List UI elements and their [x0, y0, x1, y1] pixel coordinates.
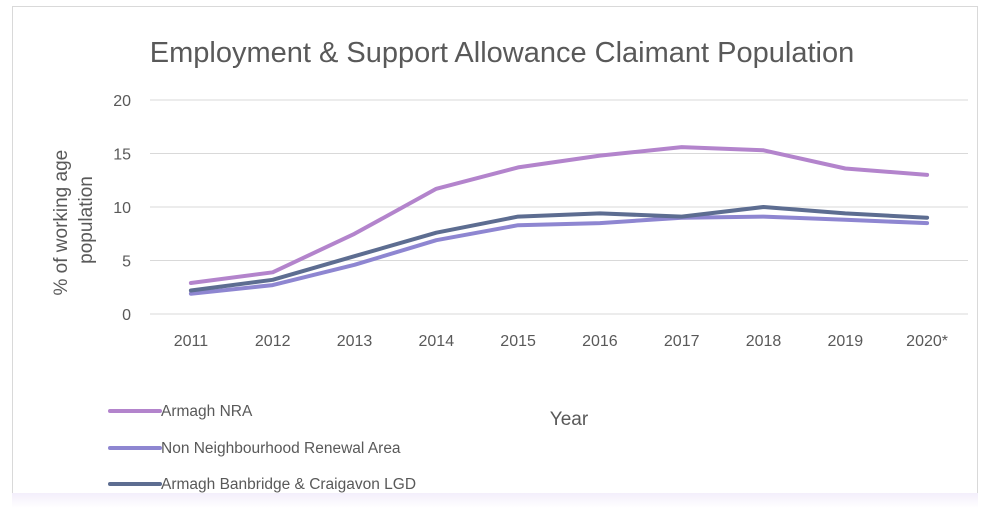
x-axis-title: Year [550, 409, 589, 430]
series-line-2 [188, 214, 930, 296]
series-line-1 [188, 145, 930, 285]
series-line-3 [188, 205, 930, 293]
x-tick-label: 2020* [906, 333, 948, 350]
y-tick-label: 0 [122, 307, 131, 324]
series-lines [188, 145, 930, 296]
x-tick-label: 2017 [664, 333, 700, 350]
gridlines [150, 99, 968, 315]
y-axis-title: % of working age population [51, 144, 97, 295]
x-tick-label: 2019 [828, 333, 864, 350]
y-tick-label: 15 [113, 147, 131, 164]
legend-label: Armagh Banbridge & Craigavon LGD [161, 476, 416, 493]
y-axis-title-line-2: population [76, 176, 97, 264]
legend-item-3: Armagh Banbridge & Craigavon LGD [108, 476, 416, 493]
legend: Armagh NRA Non Neighbourhood Renewal Area… [108, 403, 416, 493]
y-tick-label: 20 [113, 93, 131, 110]
legend-item-2: Non Neighbourhood Renewal Area [108, 440, 401, 457]
legend-label: Armagh NRA [161, 403, 253, 420]
x-tick-label: 2013 [337, 333, 373, 350]
y-axis-ticks: 0 5 10 15 20 [113, 93, 131, 324]
y-tick-label: 5 [122, 254, 131, 271]
chart-frame [12, 6, 978, 498]
y-tick-label: 10 [113, 200, 131, 217]
x-tick-label: 2018 [746, 333, 782, 350]
chart-title: Employment & Support Allowance Claimant … [150, 37, 854, 69]
legend-label: Non Neighbourhood Renewal Area [161, 440, 401, 457]
x-tick-label: 2011 [174, 333, 209, 350]
x-tick-label: 2012 [255, 333, 291, 350]
y-axis-title-line-1: % of working age [51, 150, 72, 296]
legend-item-1: Armagh NRA [108, 403, 253, 420]
x-axis-ticks: 2011 2012 2013 2014 2015 2016 2017 2018 2019 2020… [174, 333, 948, 350]
frame-bottom-shadow [12, 493, 978, 508]
x-tick-label: 2014 [419, 333, 455, 350]
x-tick-label: 2015 [500, 333, 536, 350]
x-tick-label: 2016 [582, 333, 618, 350]
